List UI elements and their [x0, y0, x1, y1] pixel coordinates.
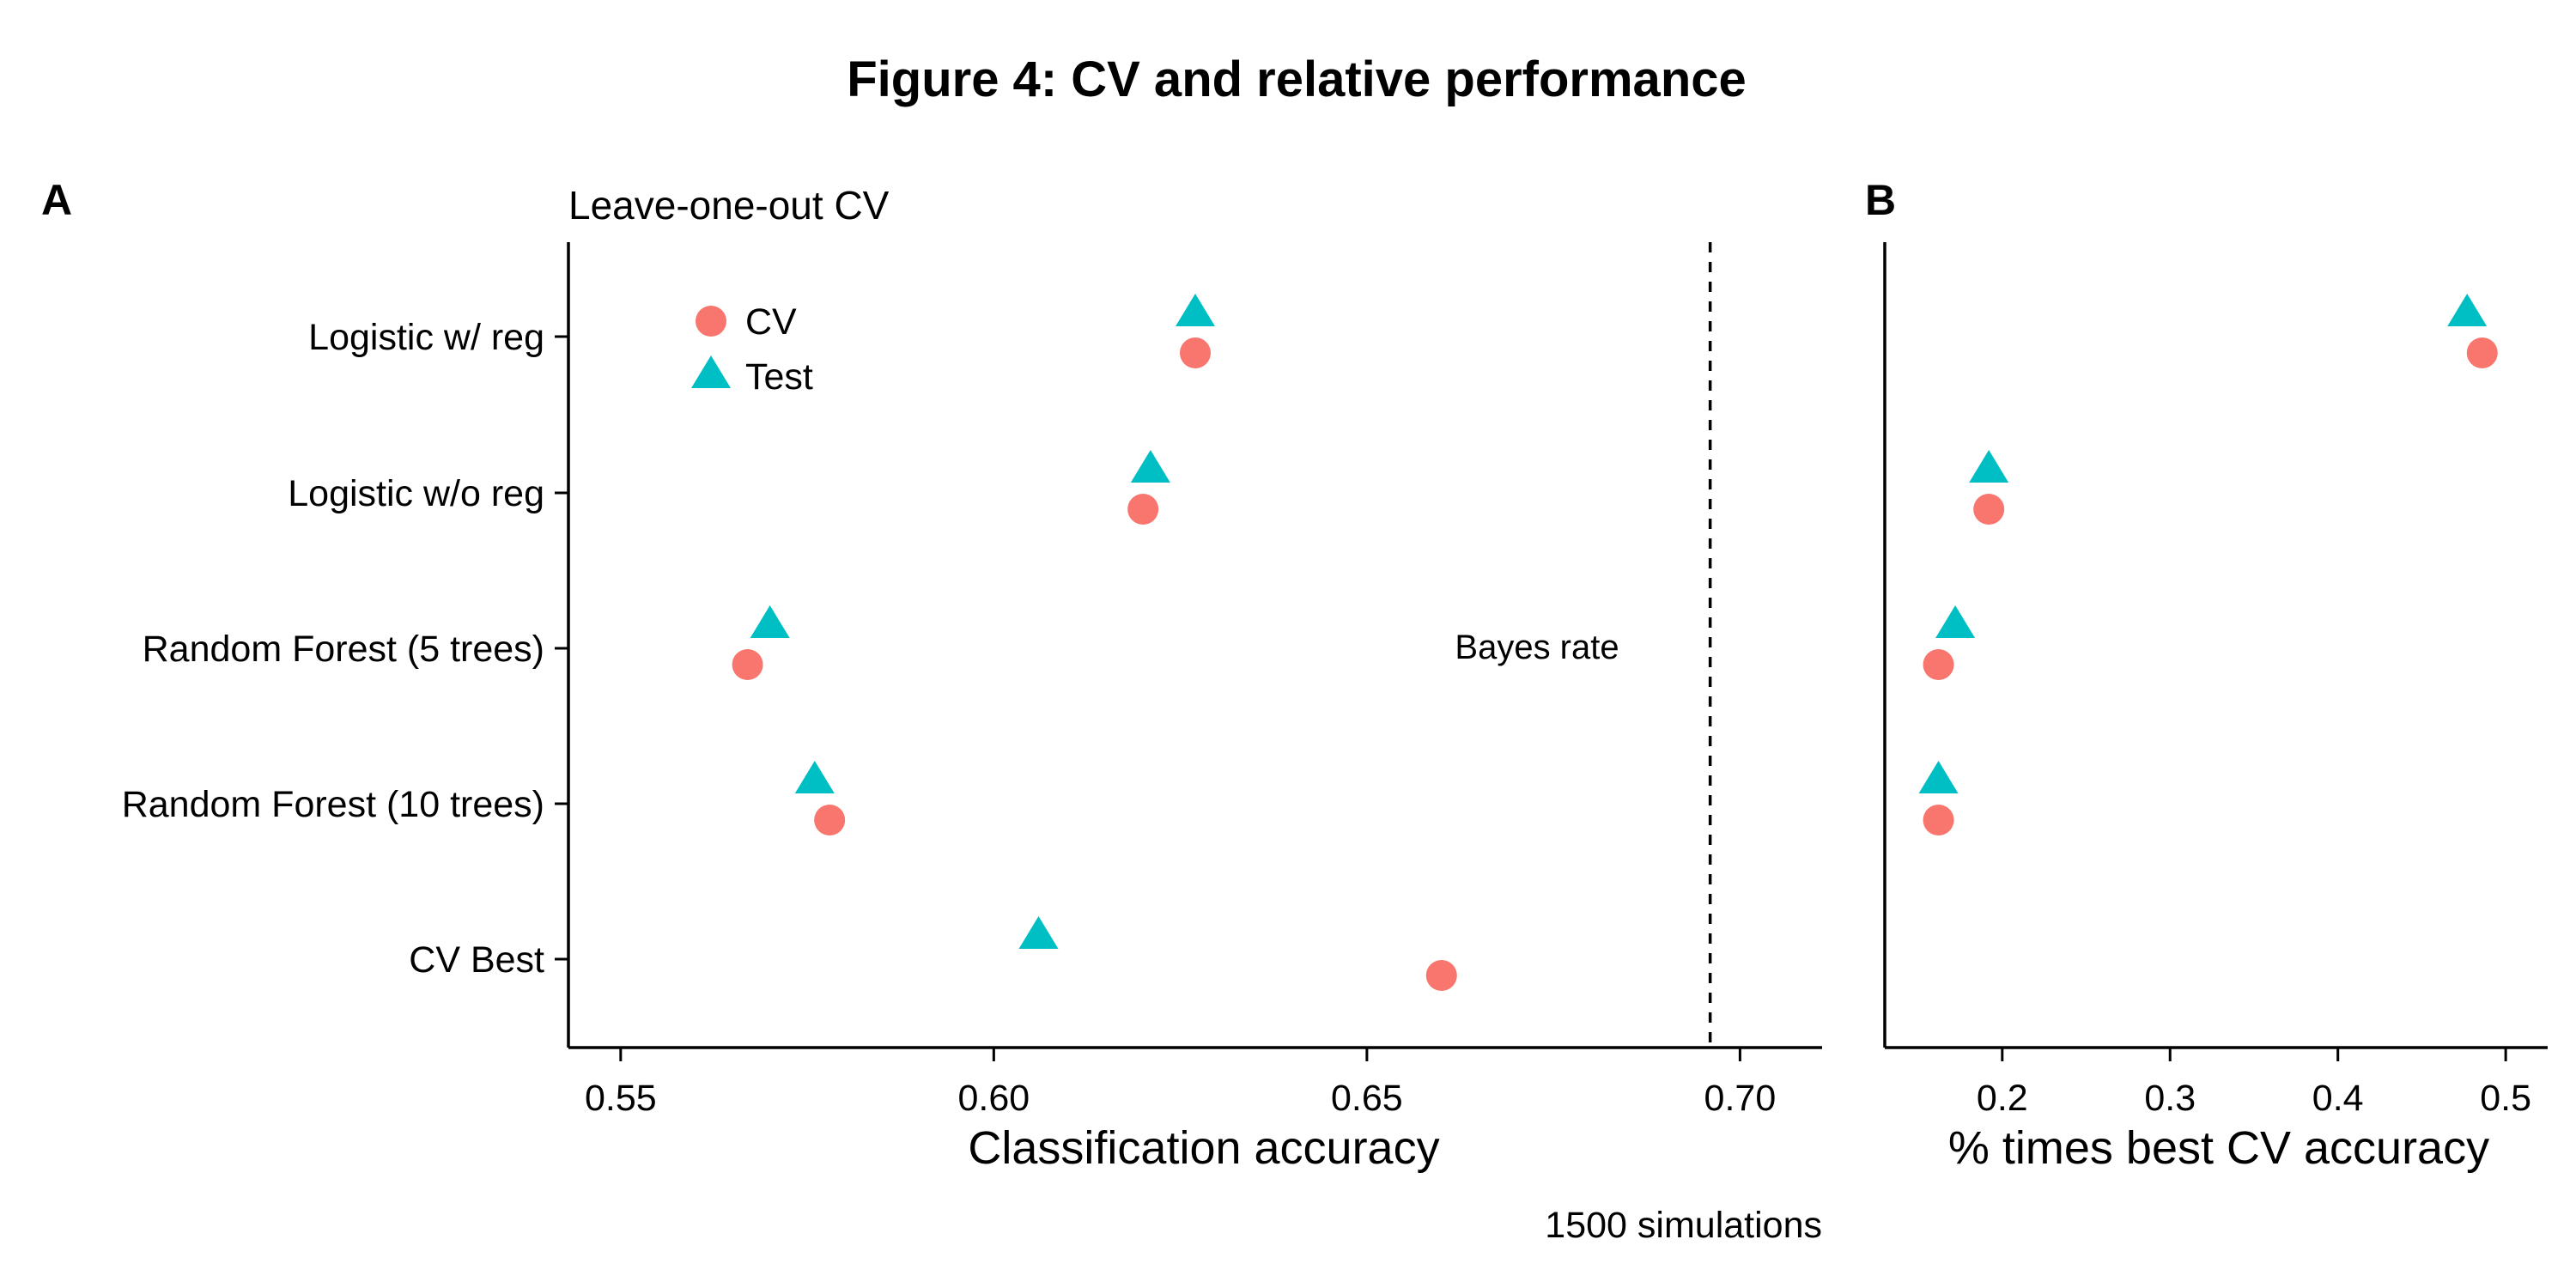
caption: 1500 simulations — [1545, 1205, 1822, 1246]
panel-a-test-point-random-forest-5-trees — [750, 605, 790, 638]
category-label-logistic-w-o-reg: Logistic w/o reg — [288, 473, 544, 514]
panel-a-cv-point-logistic-w-o-reg — [1127, 494, 1159, 525]
panel-b-x-tick-label: 0.2 — [1977, 1078, 2028, 1119]
figure-title: Figure 4: CV and relative performance — [847, 52, 1747, 107]
panel-b-points — [1918, 294, 2498, 835]
legend-cv-label: CV — [745, 301, 797, 343]
panel-b-cv-point-random-forest-5-trees — [1923, 649, 1954, 680]
panel-a-cv-point-cv-best — [1425, 960, 1457, 991]
panel-b-tag: B — [1865, 176, 1896, 224]
panel-b-x-ticks: 0.2 0.3 0.4 0.5 — [1977, 1048, 2531, 1119]
legend-test-marker — [691, 355, 731, 388]
panel-a-x-tick-label: 0.65 — [1331, 1078, 1403, 1119]
panel-b: B 0.2 0.3 0.4 0.5 % times best CV accuracy — [1865, 176, 2548, 1174]
panel-a-y-ticks: Logistic w/ reg Logistic w/o reg Random Fo… — [122, 317, 568, 981]
panel-a-x-tick-label: 0.60 — [958, 1078, 1030, 1119]
panel-b-x-tick-label: 0.4 — [2312, 1078, 2364, 1119]
panel-a-cv-point-logistic-w-reg — [1180, 337, 1211, 368]
panel-b-cv-point-logistic-w-reg — [2466, 337, 2498, 368]
panel-b-test-point-logistic-w-o-reg — [1969, 450, 2009, 483]
panel-b-cv-point-random-forest-10-trees — [1923, 805, 1954, 835]
panel-a-x-ticks: 0.55 0.60 0.65 0.70 — [585, 1048, 1776, 1119]
panel-a-x-tick-label: 0.55 — [585, 1078, 657, 1119]
category-label-random-forest-5-trees: Random Forest (5 trees) — [143, 629, 544, 670]
panel-a-test-point-logistic-w-reg — [1176, 294, 1215, 326]
panel-b-cv-point-logistic-w-o-reg — [1973, 494, 2005, 525]
panel-a-subtitle: Leave-one-out CV — [568, 183, 890, 228]
panel-b-test-point-logistic-w-reg — [2447, 294, 2488, 326]
panel-a-test-point-cv-best — [1018, 916, 1059, 949]
panel-a-tag: A — [41, 176, 72, 224]
bayes-rate-label: Bayes rate — [1455, 629, 1619, 666]
category-label-random-forest-10-trees: Random Forest (10 trees) — [122, 784, 544, 825]
category-label-logistic-w-reg: Logistic w/ reg — [308, 317, 544, 358]
panel-a-points — [732, 294, 1457, 991]
panel-a-cv-point-random-forest-5-trees — [732, 649, 763, 680]
legend-cv-marker — [696, 306, 726, 337]
legend: CV Test — [691, 301, 813, 398]
legend-test-label: Test — [745, 356, 813, 398]
panel-a: A Leave-one-out CV Logistic w/ regLogist… — [41, 176, 1822, 1246]
panel-b-x-title: % times best CV accuracy — [1948, 1122, 2489, 1174]
panel-a-cv-point-random-forest-10-trees — [814, 805, 846, 835]
panel-a-test-point-logistic-w-o-reg — [1130, 450, 1170, 483]
category-label-cv-best: CV Best — [409, 939, 544, 981]
panel-a-x-title: Classification accuracy — [968, 1122, 1439, 1174]
panel-b-test-point-random-forest-10-trees — [1918, 761, 1959, 793]
panel-b-x-tick-label: 0.3 — [2144, 1078, 2196, 1119]
panel-b-x-tick-label: 0.5 — [2480, 1078, 2531, 1119]
panel-a-x-tick-label: 0.70 — [1704, 1078, 1777, 1119]
panel-b-test-point-random-forest-5-trees — [1935, 605, 1976, 638]
panel-a-test-point-random-forest-10-trees — [794, 761, 835, 793]
